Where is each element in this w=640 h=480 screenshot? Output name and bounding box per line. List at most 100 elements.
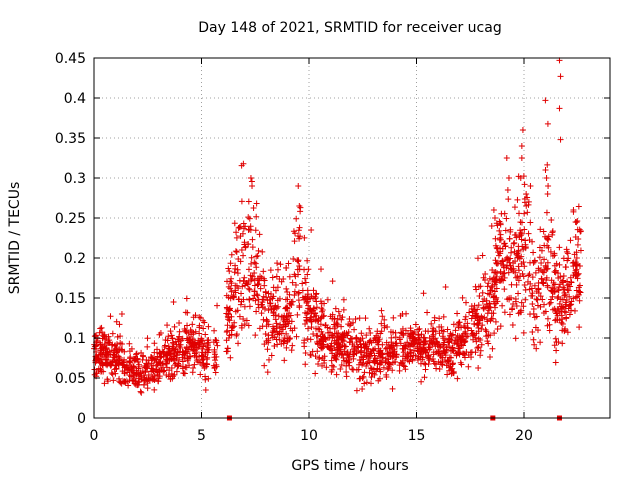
- data-point: [110, 377, 117, 384]
- data-point: [484, 283, 491, 290]
- data-point: [107, 313, 114, 320]
- data-point: [227, 260, 234, 267]
- data-point: [572, 267, 579, 274]
- data-point: [319, 337, 326, 344]
- data-point: [473, 286, 480, 293]
- data-point: [274, 284, 281, 291]
- data-point: [356, 315, 363, 322]
- data-point: [533, 313, 540, 320]
- data-point: [549, 306, 556, 313]
- data-point: [351, 326, 358, 333]
- data-point: [518, 236, 525, 243]
- data-point: [525, 201, 532, 208]
- data-point: [338, 351, 345, 358]
- data-point: [308, 324, 315, 331]
- data-point: [518, 299, 525, 306]
- data-point: [393, 342, 400, 349]
- data-point: [253, 308, 260, 315]
- data-point: [268, 306, 275, 313]
- data-point: [332, 355, 339, 362]
- data-point: [320, 338, 327, 345]
- data-point: [513, 281, 520, 288]
- data-point: [291, 288, 298, 295]
- data-point: [190, 314, 197, 321]
- data-point: [253, 200, 260, 207]
- data-point: [171, 371, 178, 378]
- data-point: [232, 248, 239, 255]
- data-point: [475, 365, 482, 372]
- data-point: [546, 321, 553, 328]
- data-point: [527, 219, 534, 226]
- data-point: [353, 339, 360, 346]
- data-point: [236, 224, 243, 231]
- data-point: [261, 341, 268, 348]
- data-point: [313, 290, 320, 297]
- data-point: [435, 341, 442, 348]
- data-point: [473, 338, 480, 345]
- data-point: [273, 305, 280, 312]
- data-point: [301, 234, 308, 241]
- data-point: [126, 340, 133, 347]
- data-point: [442, 283, 449, 290]
- data-point: [512, 298, 519, 305]
- data-point: [538, 259, 545, 266]
- data-point: [381, 324, 388, 331]
- data-point: [333, 371, 340, 378]
- data-point: [479, 252, 486, 259]
- data-point: [116, 321, 123, 328]
- data-point: [404, 339, 411, 346]
- data-point: [229, 324, 236, 331]
- data-point: [494, 326, 501, 333]
- data-point: [264, 346, 271, 353]
- data-point: [553, 316, 560, 323]
- data-point: [223, 304, 230, 311]
- data-point: [533, 345, 540, 352]
- data-point: [104, 349, 111, 356]
- data-point: [211, 364, 218, 371]
- data-point: [133, 350, 140, 357]
- data-point: [281, 357, 288, 364]
- data-point-outlier: [247, 175, 254, 181]
- data-point: [258, 310, 265, 317]
- data-point: [282, 323, 289, 330]
- data-point: [316, 356, 323, 363]
- data-point: [464, 324, 471, 331]
- data-point-outlier: [308, 227, 315, 233]
- data-point: [457, 336, 464, 343]
- data-point: [446, 336, 453, 343]
- data-point: [551, 288, 558, 295]
- data-point: [293, 215, 300, 222]
- data-point: [359, 386, 366, 393]
- data-point: [276, 336, 283, 343]
- data-point: [239, 283, 246, 290]
- data-point: [302, 275, 309, 282]
- data-point: [542, 233, 549, 240]
- data-point: [529, 274, 536, 281]
- data-point: [513, 303, 520, 310]
- data-point: [379, 313, 386, 320]
- data-point: [283, 316, 290, 323]
- data-point: [457, 359, 464, 366]
- data-point: [492, 268, 499, 275]
- data-point: [284, 335, 291, 342]
- data-point: [278, 340, 285, 347]
- data-point-outlier: [572, 219, 579, 225]
- data-point: [148, 354, 155, 361]
- data-point: [408, 340, 415, 347]
- data-point: [402, 366, 409, 373]
- data-point: [501, 240, 508, 247]
- data-point: [179, 365, 186, 372]
- data-point: [515, 290, 522, 297]
- data-point: [521, 181, 528, 188]
- data-point: [549, 229, 556, 236]
- data-point: [326, 334, 333, 341]
- data-point: [356, 375, 363, 382]
- y-tick-label: 0.45: [55, 51, 86, 67]
- x-tick-label: 0: [90, 428, 99, 444]
- data-point: [530, 336, 537, 343]
- data-point: [450, 360, 457, 367]
- data-point: [540, 228, 547, 235]
- data-point: [496, 218, 503, 225]
- data-point: [563, 297, 570, 304]
- data-point-outlier: [523, 191, 530, 197]
